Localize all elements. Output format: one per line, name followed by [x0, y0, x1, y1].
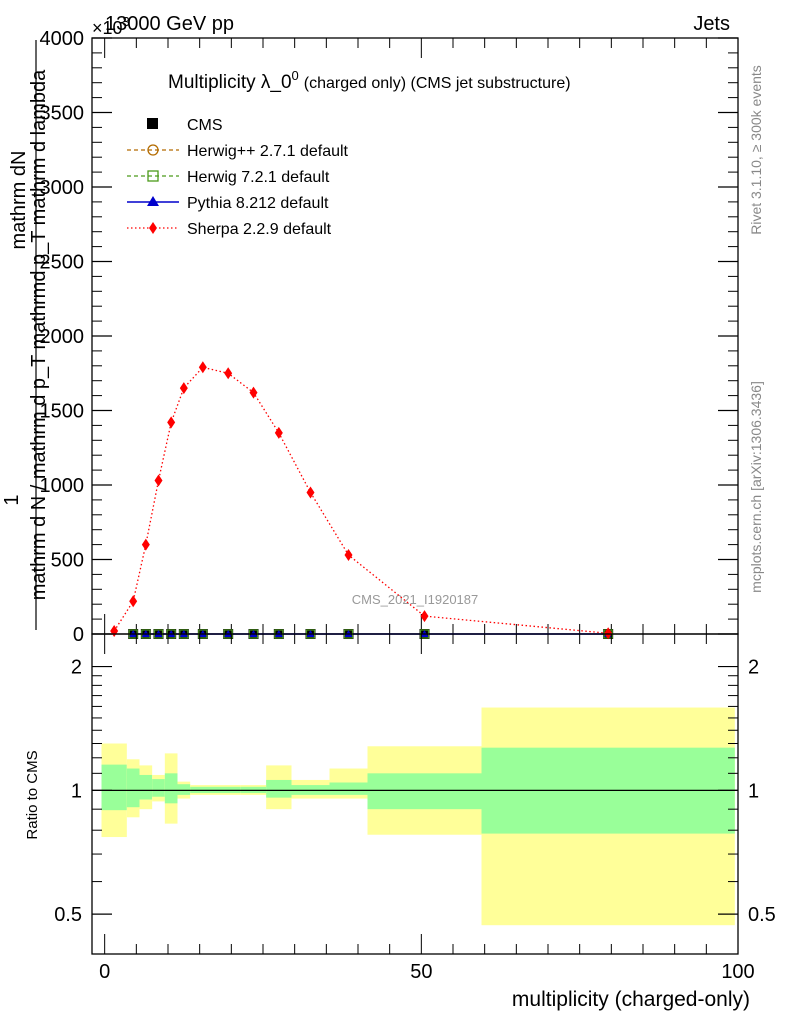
- sherpa-marker: [179, 382, 188, 395]
- ratio-y-tick-label-right: 1: [748, 780, 759, 802]
- x-axis-label: multiplicity (charged-only): [512, 988, 750, 1011]
- title-sup: 0: [292, 68, 299, 83]
- analysis-watermark: CMS_2021_I1920187: [352, 592, 479, 607]
- ratio-y-tick-label: 0.5: [54, 904, 82, 926]
- ratio-ticks: [92, 634, 739, 954]
- sherpa-marker: [154, 474, 163, 487]
- main-y-tick-label: 3500: [40, 103, 85, 125]
- sherpa-marker: [167, 416, 176, 429]
- legend-marker-herwig7: [147, 170, 159, 182]
- exponent-label: ×103: [92, 14, 130, 38]
- main-y-tick-label: 0: [73, 624, 84, 646]
- sherpa-marker: [249, 386, 258, 399]
- ratio-stat-uncertainty-band: [177, 784, 191, 795]
- sherpa-marker: [141, 538, 150, 551]
- main-y-tick-label: 1000: [40, 475, 85, 497]
- mcplots-label: mcplots.cern.ch [arXiv:1306.3436]: [748, 381, 764, 593]
- legend-marker-sherpa: [149, 222, 157, 234]
- sherpa-marker: [129, 595, 138, 608]
- legend-marker-pythia: [147, 196, 159, 206]
- y-label-numerator: 1: [1, 494, 23, 505]
- y-label-dn: mathrm dN: [8, 151, 30, 250]
- x-tick-label: 50: [410, 961, 432, 983]
- category-label: Jets: [693, 13, 730, 35]
- ratio-y-axis-label: Ratio to CMS: [24, 750, 41, 839]
- ratio-y-tick-label-right: 0.5: [748, 904, 776, 926]
- main-y-tick-label: 4000: [40, 28, 85, 50]
- main-y-tick-label: 2000: [40, 326, 85, 348]
- sherpa-marker: [420, 610, 429, 623]
- ratio-panel: 0.5 0.5 1 1 2 2 0 50 100 Ratio to CMS: [24, 633, 776, 983]
- legend: CMS Herwig++ 2.7.1 default Herwig 7.2.1 …: [127, 117, 349, 238]
- sherpa-line: [113, 366, 609, 634]
- sherpa-marker: [274, 426, 283, 439]
- ratio-stat-uncertainty-band: [101, 764, 127, 811]
- legend-label-sherpa: Sherpa 2.2.9 default: [187, 221, 332, 238]
- exponent-power: 3: [123, 14, 130, 29]
- main-y-tick-label: 500: [51, 550, 84, 572]
- ratio-y-tick-label-right: 2: [748, 657, 759, 679]
- sherpa-marker: [344, 549, 353, 562]
- ratio-stat-uncertainty-band: [152, 779, 165, 797]
- ratio-stat-uncertainty-band: [164, 773, 178, 804]
- main-panel: 0 500 1000 1500 2000 2500 3000 3500 4000 Multipl…: [40, 28, 739, 646]
- ratio-y-tick-label: 2: [71, 657, 82, 679]
- legend-marker-herwigpp: [147, 144, 159, 156]
- ratio-bands: [101, 707, 735, 926]
- main-y-tick-label: 3000: [40, 177, 85, 199]
- main-y-tick-labels: 0 500 1000 1500 2000 2500 3000 3500 4000: [40, 28, 85, 646]
- ratio-stat-uncertainty-band: [139, 774, 153, 800]
- legend-label-pythia: Pythia 8.212 default: [187, 195, 329, 212]
- legend-marker-cms: [147, 118, 158, 129]
- x-tick-labels: 0 50 100: [99, 961, 755, 983]
- legend-label-herwig7: Herwig 7.2.1 default: [187, 169, 330, 186]
- rivet-version-label: Rivet 3.1.10, ≥ 300k events: [748, 65, 764, 235]
- x-tick-label: 0: [99, 961, 110, 983]
- ratio-frame: [91, 633, 739, 955]
- main-y-axis-label: 1 mathrm dN mathrm d N / mathrm d p_T ma…: [1, 40, 50, 630]
- chart-title: Multiplicity λ_00 (charged only) (CMS jet…: [168, 68, 571, 93]
- main-y-tick-label: 2500: [40, 252, 85, 274]
- y-label-denominator: mathrm d N / mathrm d p_T mathrmd p_T ma…: [28, 69, 50, 600]
- title-main: Multiplicity λ_0: [168, 72, 292, 93]
- sherpa-marker: [198, 361, 207, 374]
- ratio-y-tick-label: 1: [71, 780, 82, 802]
- ratio-y-tick-labels: 0.5 0.5 1 1 2 2: [54, 657, 776, 927]
- main-y-tick-label: 1500: [40, 401, 85, 423]
- ratio-stat-uncertainty-band: [367, 773, 482, 810]
- x-tick-label: 100: [721, 961, 754, 983]
- ratio-stat-uncertainty-band: [266, 779, 292, 798]
- sherpa-marker: [224, 367, 233, 380]
- sherpa-marker: [306, 486, 315, 499]
- ratio-stat-uncertainty-band: [329, 782, 368, 795]
- energy-label: 13000 GeV pp: [105, 13, 234, 35]
- sherpa-marker: [604, 627, 613, 640]
- legend-label-herwigpp: Herwig++ 2.7.1 default: [187, 143, 349, 160]
- title-small: (charged only) (CMS jet substructure): [304, 75, 571, 92]
- legend-label-cms: CMS: [187, 117, 223, 134]
- exponent-base: ×10: [92, 18, 123, 38]
- ratio-stat-uncertainty-band: [126, 768, 140, 808]
